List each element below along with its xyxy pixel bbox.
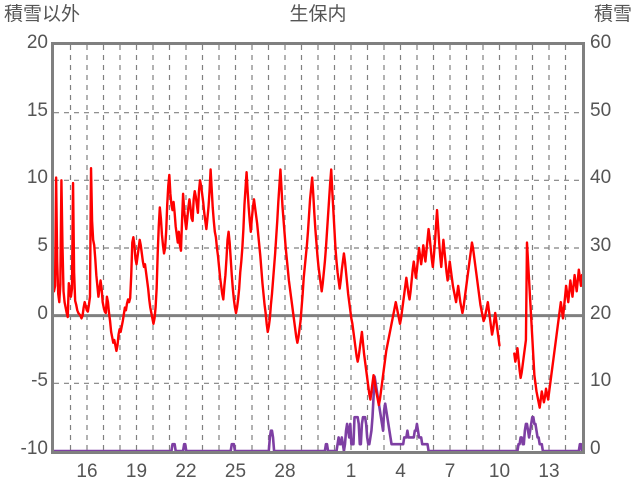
right-tick-60: 60 (590, 32, 612, 53)
right-tick-40: 40 (590, 167, 612, 189)
x-tick-7: 7 (444, 461, 456, 482)
x-tick-25: 25 (224, 461, 247, 482)
left-axis-title: 積雪以外 (4, 4, 81, 25)
x-tick-16: 16 (76, 461, 98, 482)
left-tick--5: -5 (31, 370, 48, 392)
x-tick-10: 10 (488, 461, 511, 482)
left-tick-10: 10 (26, 167, 48, 189)
temperature-series-line (54, 166, 582, 409)
x-tick-28: 28 (274, 461, 296, 482)
chart-svg (54, 45, 582, 451)
x-tick-13: 13 (538, 461, 560, 482)
x-tick-19: 19 (125, 461, 148, 482)
x-tick-1: 1 (345, 461, 357, 482)
right-tick-0: 0 (590, 438, 601, 459)
right-axis-title: 積雪 (593, 4, 632, 25)
right-tick-30: 30 (590, 235, 612, 256)
left-tick-15: 15 (26, 99, 48, 121)
x-tick-4: 4 (395, 461, 406, 482)
right-tick-20: 20 (590, 302, 612, 324)
left-tick--10: -10 (20, 438, 48, 459)
left-tick-5: 5 (37, 235, 48, 256)
right-tick-50: 50 (590, 99, 612, 121)
plot-area (51, 42, 585, 454)
left-tick-0: 0 (37, 302, 48, 324)
right-tick-10: 10 (590, 370, 612, 392)
plot-canvas (54, 45, 582, 451)
left-tick-20: 20 (26, 32, 48, 53)
x-tick-22: 22 (175, 461, 197, 482)
chart-title: 生保内 (289, 4, 347, 25)
